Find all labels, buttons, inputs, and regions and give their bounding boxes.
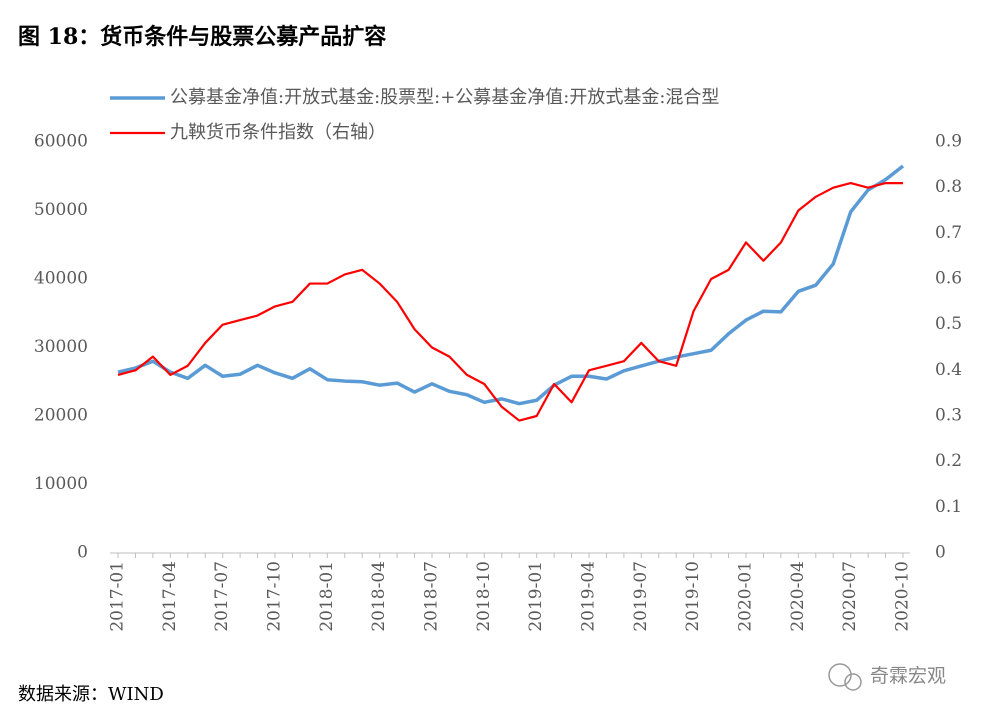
x-tick-label: 2019-01 xyxy=(526,561,546,632)
watermark-icon-circle xyxy=(844,673,862,691)
x-tick-label: 2018-10 xyxy=(474,561,494,632)
series-line xyxy=(117,182,903,422)
x-tick-label: 2020-04 xyxy=(788,561,808,632)
source-note: 数据来源：WIND xyxy=(18,684,164,705)
y-tick-label: 40000 xyxy=(34,269,88,289)
legend-label: 九鞅货币条件指数（右轴） xyxy=(170,122,386,143)
y2-tick-label: 0.2 xyxy=(935,451,962,471)
x-tick-label: 2018-01 xyxy=(317,561,337,632)
x-tick-label: 2018-07 xyxy=(422,561,442,632)
x-tick-label: 2017-07 xyxy=(212,561,232,632)
x-tick-label: 2017-04 xyxy=(160,561,180,632)
y2-tick-label: 0.5 xyxy=(935,314,962,334)
y-tick-label: 20000 xyxy=(34,406,88,426)
series-line xyxy=(117,164,905,406)
y2-tick-label: 0 xyxy=(935,543,946,563)
watermark-icon xyxy=(828,663,862,691)
x-tick-label: 2019-07 xyxy=(631,561,651,632)
y2-tick-label: 0.4 xyxy=(935,360,962,380)
y-tick-label: 30000 xyxy=(34,337,88,357)
watermark-icon-circle xyxy=(828,663,852,687)
y2-tick-label: 0.6 xyxy=(935,269,962,289)
watermark: 奇霖宏观 xyxy=(870,665,946,687)
x-tick-label: 2018-04 xyxy=(369,561,389,632)
x-tick-label: 2017-01 xyxy=(108,561,128,632)
x-tick-label: 2019-10 xyxy=(683,561,703,632)
y2-tick-label: 0.8 xyxy=(935,177,962,197)
y2-tick-label: 0.3 xyxy=(935,406,962,426)
x-tick-label: 2020-10 xyxy=(893,561,913,632)
y-tick-label: 0 xyxy=(77,543,88,563)
y-tick-label: 60000 xyxy=(34,132,88,152)
legend-label: 公募基金净值:开放式基金:股票型:+公募基金净值:开放式基金:混合型 xyxy=(170,87,719,108)
x-tick-label: 2017-10 xyxy=(265,561,285,632)
x-tick-label: 2020-01 xyxy=(736,561,756,632)
x-tick-label: 2020-07 xyxy=(840,561,860,632)
x-tick-label: 2019-04 xyxy=(579,561,599,632)
y-tick-label: 10000 xyxy=(34,474,88,494)
y2-tick-label: 0.9 xyxy=(935,132,962,152)
chart-title: 图 18：货币条件与股票公募产品扩容 xyxy=(18,24,386,50)
y2-tick-label: 0.1 xyxy=(935,497,962,517)
y-tick-label: 50000 xyxy=(34,200,88,220)
y2-tick-label: 0.7 xyxy=(935,223,962,243)
